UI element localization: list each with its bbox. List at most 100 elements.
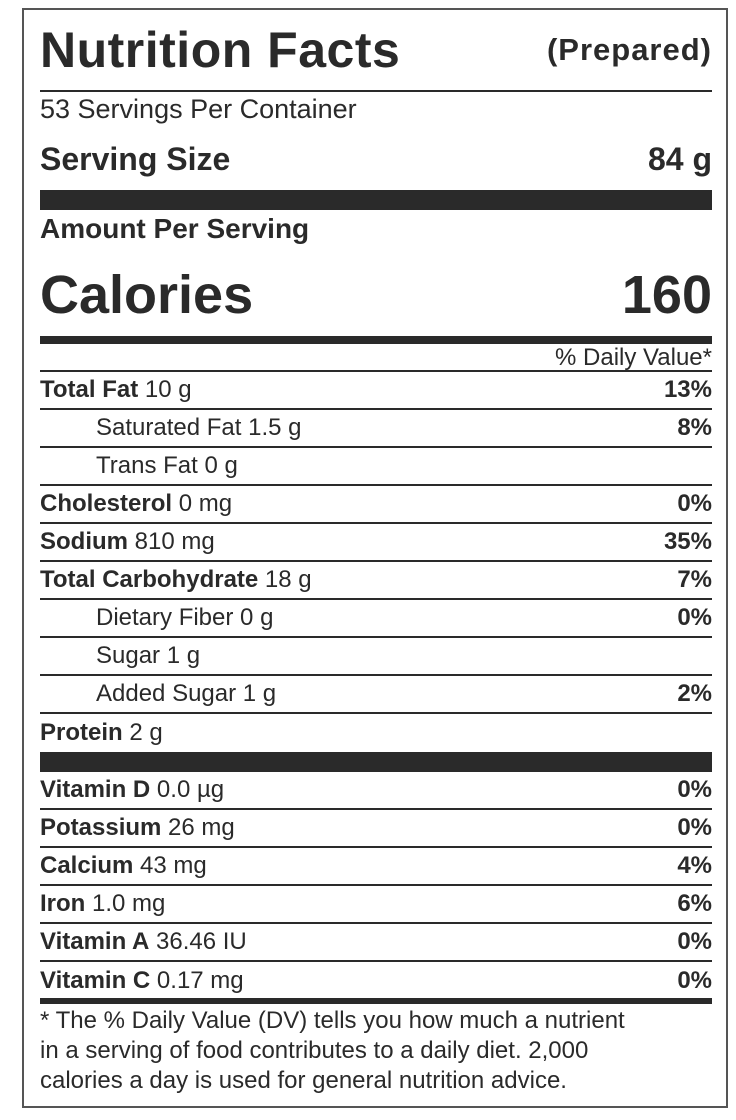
nutrient-name: Cholesterol (40, 490, 173, 517)
serving-size-label: Serving Size (40, 140, 231, 177)
nutrient-name: Iron (40, 890, 86, 917)
nutrient: Sugar 1 g (96, 642, 200, 670)
qualifier: (Prepared) (546, 32, 712, 67)
nutrient-row: Vitamin C 0.17 mg 0% (40, 962, 712, 1000)
nutrient-amount: 1.0 mg (92, 890, 166, 917)
nutrient-name: Vitamin C (40, 967, 151, 994)
nutrient-name: Trans Fat (96, 452, 198, 479)
nutrient-row: Potassium 26 mg 0% (40, 810, 712, 848)
daily-value-header: % Daily Value* (40, 344, 712, 372)
nutrient-amount: 0.17 mg (156, 967, 244, 994)
serving-size-value: 84 g (647, 140, 712, 177)
serving-size: Serving Size 84 g (40, 138, 712, 180)
nutrient-name: Sodium (40, 528, 128, 555)
medium-bar (40, 336, 712, 344)
daily-value: 0% (677, 604, 712, 631)
nutrient-amount: 1.5 g (248, 414, 302, 441)
medium-bar (40, 998, 712, 1004)
nutrient-row: Added Sugar 1 g 2% (40, 676, 712, 714)
daily-value: 7% (677, 566, 712, 593)
nutrient-name: Total Fat (40, 376, 139, 403)
daily-value: 8% (677, 414, 712, 441)
nutrient-list: Total Fat 10 g 13% Saturated Fat 1.5 g 8% Tr… (40, 372, 712, 752)
nutrient-name: Added Sugar (96, 680, 237, 707)
calories: Calories 160 (40, 262, 712, 328)
amount-per-serving: Amount Per Serving (40, 213, 310, 244)
nutrient-row: Total Fat 10 g 13% (40, 372, 712, 410)
daily-value: 0% (677, 967, 712, 994)
nutrient-row: Total Carbohydrate 18 g 7% (40, 562, 712, 600)
footnote-line: * The % Daily Value (DV) tells you how m… (40, 1007, 625, 1034)
nutrient-amount: 1 g (242, 680, 277, 707)
nutrient: Total Carbohydrate 18 g (40, 566, 312, 594)
nutrient-name: Sugar (96, 642, 161, 669)
nutrient-row: Sodium 810 mg 35% (40, 524, 712, 562)
thick-bar (40, 190, 712, 210)
label-border (22, 8, 728, 1108)
nutrient-amount: 43 mg (140, 852, 207, 879)
nutrient-row: Trans Fat 0 g (40, 448, 712, 486)
nutrient: Vitamin A 36.46 IU (40, 928, 247, 956)
nutrient-name: Vitamin A (40, 928, 150, 955)
nutrient-name: Protein (40, 719, 123, 746)
nutrient-amount: 1 g (166, 642, 201, 669)
header: Nutrition Facts (Prepared) (40, 18, 712, 82)
nutrient-name: Vitamin D (40, 776, 151, 803)
divider (40, 90, 712, 92)
nutrient-row: Protein 2 g (40, 714, 712, 752)
nutrient: Iron 1.0 mg (40, 890, 165, 918)
nutrient: Dietary Fiber 0 g (96, 604, 273, 632)
nutrient-row: Dietary Fiber 0 g 0% (40, 600, 712, 638)
nutrient: Total Fat 10 g (40, 376, 192, 404)
nutrient: Trans Fat 0 g (96, 452, 238, 480)
title: Nutrition Facts (40, 22, 401, 78)
nutrient-name: Saturated Fat (96, 414, 242, 441)
daily-value: 4% (677, 852, 712, 879)
daily-value: 13% (663, 376, 712, 403)
nutrient-name: Dietary Fiber (96, 604, 234, 631)
nutrient-amount: 18 g (264, 566, 312, 593)
nutrient-row: Saturated Fat 1.5 g 8% (40, 410, 712, 448)
thick-bar (40, 752, 712, 772)
calories-value: 160 (621, 265, 712, 325)
nutrient-amount: 810 mg (134, 528, 215, 555)
nutrient-name: Calcium (40, 852, 134, 879)
nutrient: Vitamin D 0.0 µg (40, 776, 224, 804)
daily-value: 6% (677, 890, 712, 917)
nutrient-row: Calcium 43 mg 4% (40, 848, 712, 886)
daily-value: 0% (677, 814, 712, 841)
nutrient-row: Iron 1.0 mg 6% (40, 886, 712, 924)
daily-value: 2% (677, 680, 712, 707)
nutrient-amount: 10 g (144, 376, 192, 403)
nutrient: Potassium 26 mg (40, 814, 235, 842)
nutrient-amount: 0 g (204, 452, 238, 479)
nutrient: Vitamin C 0.17 mg (40, 967, 244, 995)
nutrient: Cholesterol 0 mg (40, 490, 232, 518)
footnote-line: calories a day is used for general nutri… (40, 1067, 567, 1094)
nutrient: Added Sugar 1 g (96, 680, 276, 708)
nutrient-amount: 0.0 µg (156, 776, 225, 803)
nutrient-amount: 2 g (129, 719, 163, 746)
nutrient-amount: 0 mg (178, 490, 233, 517)
nutrient-row: Vitamin A 36.46 IU 0% (40, 924, 712, 962)
servings: 53 Servings Per Container (40, 94, 357, 124)
nutrient-amount: 36.46 IU (156, 928, 247, 955)
nutrient-row: Vitamin D 0.0 µg 0% (40, 772, 712, 810)
nutrient-amount: 26 mg (168, 814, 235, 841)
nutrient-name: Potassium (40, 814, 162, 841)
daily-value: 0% (677, 490, 712, 517)
calories-label: Calories (40, 265, 254, 325)
footnote-line: in a serving of food contributes to a da… (40, 1037, 589, 1064)
nutrient-row: Sugar 1 g (40, 638, 712, 676)
footnote: * The % Daily Value (DV) tells you how m… (40, 1006, 712, 1096)
daily-value: 35% (663, 528, 712, 555)
daily-value: 0% (677, 776, 712, 803)
nutrient: Sodium 810 mg (40, 528, 215, 556)
nutrient-name: Total Carbohydrate (40, 566, 259, 593)
nutrient-row: Cholesterol 0 mg 0% (40, 486, 712, 524)
nutrient-amount: 0 g (240, 604, 274, 631)
nutrient: Saturated Fat 1.5 g (96, 414, 301, 442)
daily-value: 0% (677, 928, 712, 955)
vitamin-list: Vitamin D 0.0 µg 0% Potassium 26 mg 0% Calci… (40, 772, 712, 1000)
